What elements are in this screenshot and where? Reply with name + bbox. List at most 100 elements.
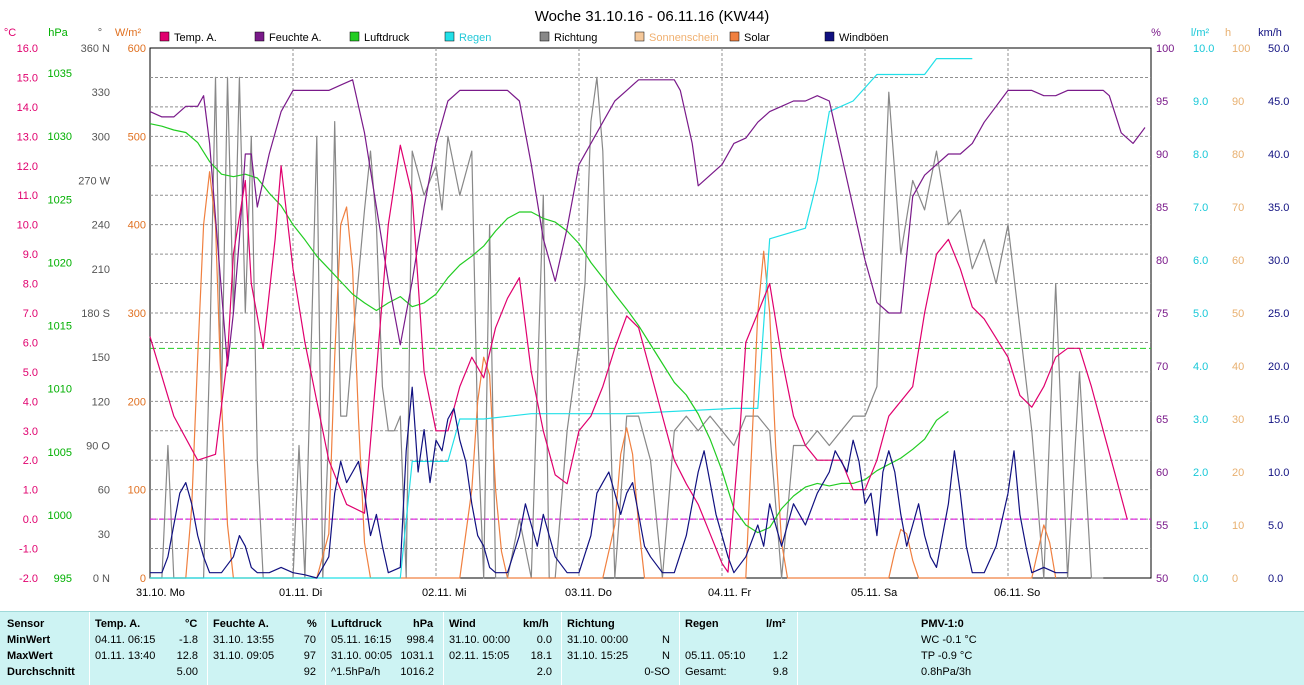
stats-min-wind-val: 0.0 [536,634,552,646]
stats-avg-regen-val: 9.8 [772,666,788,678]
direction-axis-tick-label: 180 S [81,308,110,320]
series-line-regen [150,57,973,579]
legend-label: Solar [744,32,770,44]
plot-area: 31.10. Mo 01.11. Di 02.11. Mi 03.11. Do 04.1… [136,47,1152,599]
stats-header-richtung: Richtung [567,618,615,630]
wind-axis-tick-label: 15.0 [1268,414,1289,426]
legend-label: Sonnenschein [649,32,719,44]
legend: Temp. A. Feuchte A. Luftdruck Regen Richtung… [159,31,889,44]
solar-axis-tick-label: 0 [140,573,146,585]
day-labels: 31.10. Mo 01.11. Di 02.11. Mi 03.11. Do 04.1… [136,587,1040,599]
rain-axis-tick-label: 0.0 [1193,573,1208,585]
pressure-axis-tick-label: 995 [54,573,72,585]
stats-min-druck-time: 05.11. 16:15 [331,634,392,646]
legend-label: Windböen [839,32,889,44]
temp-axis-tick-label: 8.0 [23,279,38,291]
stats-col-divider [207,612,208,685]
stats-max-regen-time: 05.11. 05:10 [685,650,746,662]
left-axes: 16.0 15.0 14.0 13.0 12.0 11.0 10.0 9.0 8.0 7.0 6.0… [4,27,146,585]
stats-max-richtung-time: 31.10. 15:25 [567,650,629,662]
stats-header-wind-unit: km/h [523,618,549,630]
stats-min-druck-val: 998.4 [406,634,434,646]
stats-avg-temp-val: 5.00 [176,666,198,678]
legend-swatch [254,31,265,42]
humidity-axis-tick-label: 65 [1156,414,1168,426]
stats-col-divider [89,612,90,685]
rain-axis-unit-label: l/m² [1191,27,1210,39]
humidity-axis-tick-label: 80 [1156,255,1168,267]
rain-axis-tick-label: 7.0 [1193,202,1208,214]
wind-axis-tick-label: 40.0 [1268,149,1289,161]
humidity-axis-tick-label: 70 [1156,361,1168,373]
stats-avg-pmv: 0.8hPa/3h [921,666,972,678]
temp-axis-tick-label: 5.0 [23,367,38,379]
direction-axis-tick-label: 240 [92,220,110,232]
day-label: 02.11. Mi [422,587,466,599]
stats-header-regen-unit: l/m² [766,618,786,630]
humidity-axis-tick-label: 75 [1156,308,1168,320]
temp-axis-tick-label: 4.0 [23,396,38,408]
temp-axis-tick-label: -2.0 [19,573,38,585]
stats-max-druck-time: 31.10. 00:05 [331,650,393,662]
temp-axis-tick-label: 12.0 [17,161,38,173]
stats-header-sensor: Sensor [7,618,45,630]
rain-axis-tick-label: 10.0 [1193,43,1214,55]
temp-axis-tick-label: 6.0 [23,337,38,349]
rain-axis-tick-label: 5.0 [1193,308,1208,320]
temp-axis-tick-label: 7.0 [23,308,38,320]
stats-header-druck: Luftdruck [331,618,382,630]
solar-axis-tick-label: 600 [128,43,146,55]
sun-axis-tick-label: 90 [1232,96,1244,108]
temp-axis-tick-label: 3.0 [23,426,38,438]
legend-swatch [159,31,170,42]
stats-min-richtung-time: 31.10. 00:00 [567,634,629,646]
stats-max-wind-time: 02.11. 15:05 [449,650,510,662]
humidity-axis-tick-label: 100 [1156,43,1174,55]
legend-label: Feuchte A. [269,32,322,44]
wind-axis-tick-label: 25.0 [1268,308,1289,320]
stats-avg-wind-val: 2.0 [536,666,552,678]
pressure-axis-unit-label: hPa [48,27,68,39]
direction-axis-tick-label: 60 [98,485,110,497]
temp-axis-tick-label: 11.0 [17,190,38,202]
sun-axis-tick-label: 80 [1232,149,1244,161]
solar-axis-tick-label: 400 [128,220,146,232]
stats-header-druck-unit: hPa [413,618,434,630]
direction-axis-tick-label: 270 W [78,176,110,188]
stats-header-wind: Wind [449,618,476,630]
day-label: 06.11. So [994,587,1040,599]
sun-axis-tick-label: 50 [1232,308,1244,320]
stats-max-feuchte-time: 31.10. 09:05 [213,650,275,662]
temp-axis-tick-label: 14.0 [17,102,38,114]
temp-axis-tick-label: 2.0 [23,455,38,467]
stats-header-feuchte: Feuchte A. [213,618,269,630]
pressure-axis-tick-label: 1035 [48,68,72,80]
day-label: 04.11. Fr [708,587,752,599]
legend-label: Richtung [554,32,597,44]
direction-axis-tick-label: 120 [92,396,110,408]
pressure-axis-tick-label: 1020 [48,257,72,269]
series-line-luftdruck [149,123,949,534]
direction-axis-unit-label: ° [98,27,102,39]
rain-axis-tick-label: 8.0 [1193,149,1208,161]
stats-max-richtung-val: N [662,650,670,662]
temp-axis-tick-label: 13.0 [17,131,38,143]
humidity-axis-tick-label: 50 [1156,573,1168,585]
legend-swatch [824,31,835,42]
temp-axis-tick-label: 9.0 [23,249,38,261]
stats-min-feuchte-time: 31.10. 13:55 [213,634,275,646]
temp-axis-tick-label: -1.0 [19,544,38,556]
stats-max-temp-val: 12.8 [176,650,198,662]
legend-swatch [349,31,360,42]
stats-avg-regen-label: Gesamt: [685,666,727,678]
pressure-axis-tick-label: 1005 [48,447,72,459]
temp-axis-tick-label: 15.0 [17,72,38,84]
stats-avg-richtung-val: 0-SO [644,666,670,678]
direction-axis-tick-label: 330 [92,87,110,99]
solar-axis-tick-label: 100 [128,485,146,497]
weather-chart: Woche 31.10.16 - 06.11.16 (KW44) Temp. A… [4,8,1290,599]
day-label: 31.10. Mo [136,587,185,599]
stats-max-feuchte-val: 97 [303,650,316,662]
stats-min-pmv: WC -0.1 °C [921,634,977,646]
rain-axis-tick-label: 2.0 [1193,467,1208,479]
